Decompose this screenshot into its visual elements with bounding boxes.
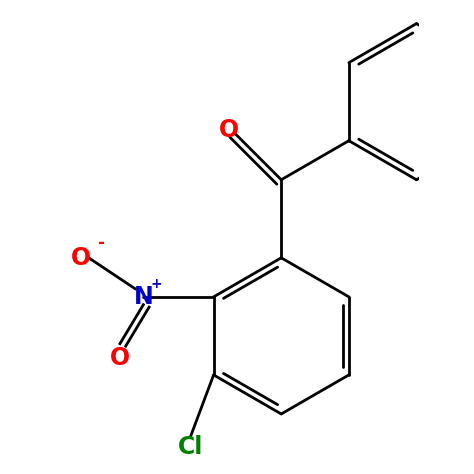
Text: O: O [110, 346, 130, 370]
Text: O: O [71, 246, 91, 270]
Text: O: O [219, 118, 239, 142]
Text: Cl: Cl [178, 435, 203, 459]
Text: N: N [134, 285, 153, 309]
Text: -: - [97, 234, 104, 252]
Text: +: + [151, 277, 162, 291]
